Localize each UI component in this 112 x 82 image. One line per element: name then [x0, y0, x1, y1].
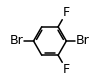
Text: F: F: [62, 6, 69, 19]
Text: Br: Br: [9, 35, 23, 47]
Text: F: F: [62, 63, 69, 76]
Text: Br: Br: [75, 35, 89, 47]
